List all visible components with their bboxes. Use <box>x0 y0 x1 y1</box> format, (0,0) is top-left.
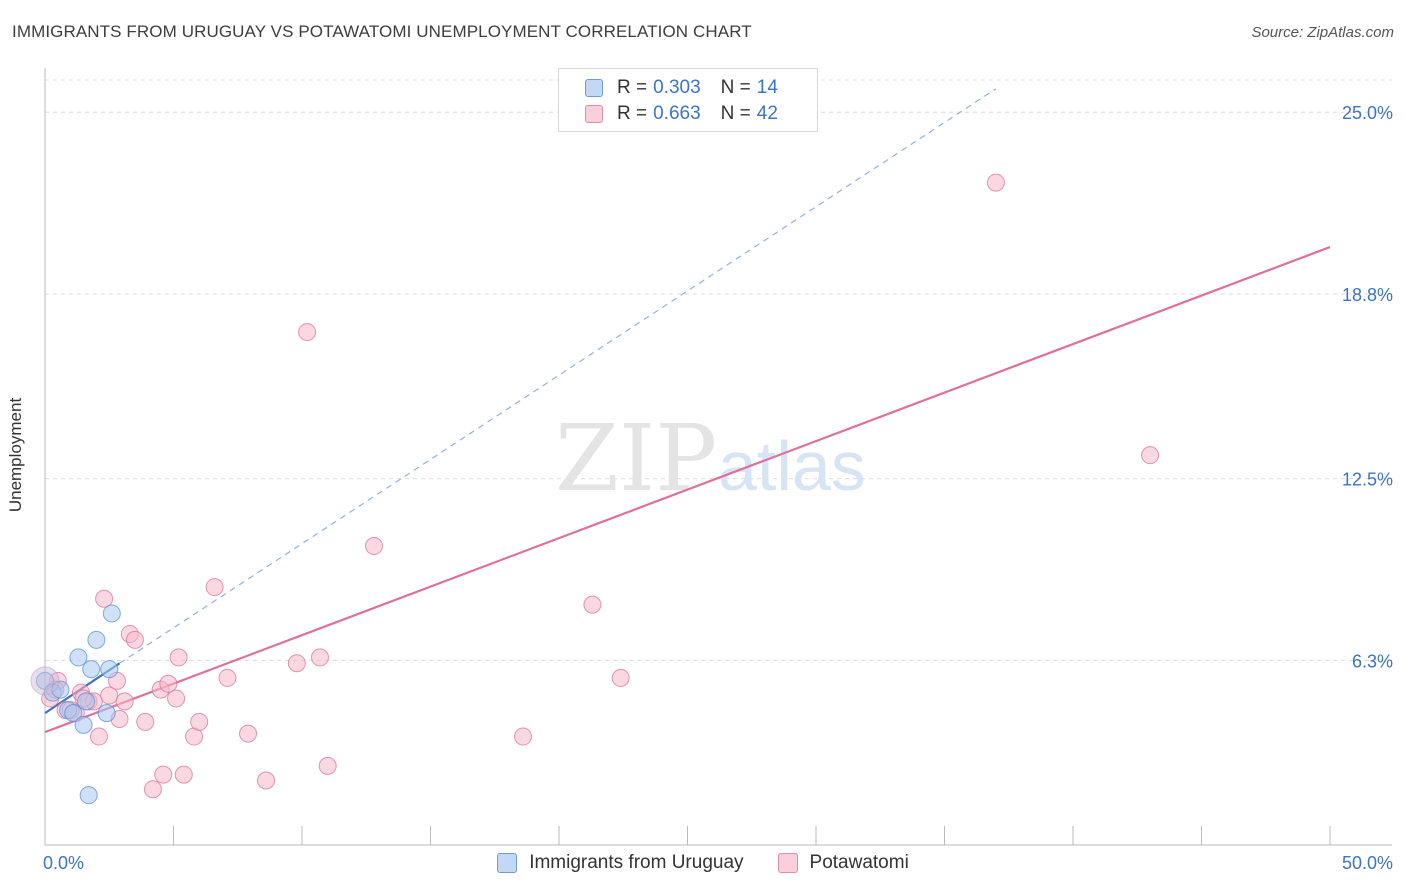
point-potawatomi <box>125 630 144 649</box>
n-label: N = <box>720 103 751 124</box>
point-potawatomi <box>287 654 306 673</box>
point-potawatomi <box>154 765 173 784</box>
legend-swatch-uruguay <box>585 79 603 97</box>
point-uruguay <box>77 692 96 711</box>
point-uruguay <box>74 715 93 734</box>
n-label: N = <box>720 77 751 98</box>
legend-swatch-uruguay <box>497 853 518 873</box>
point-potawatomi <box>169 648 188 667</box>
point-potawatomi <box>205 578 224 597</box>
point-potawatomi <box>174 765 193 784</box>
data-points <box>30 173 1160 805</box>
stats-legend: R = 0.303 N = 14 R = 0.663 N = 42 <box>558 68 818 132</box>
legend-item-uruguay[interactable]: Immigrants from Uruguay <box>497 852 744 874</box>
point-uruguay <box>64 704 83 723</box>
point-uruguay <box>69 648 88 667</box>
trend-line-uruguay-extrapolated <box>119 88 997 664</box>
point-potawatomi <box>136 712 155 731</box>
point-potawatomi <box>218 668 237 687</box>
trend-line-potawatomi <box>44 246 1331 734</box>
legend-label-potawatomi: Potawatomi <box>809 852 909 873</box>
point-potawatomi <box>159 674 178 693</box>
point-potawatomi <box>364 537 383 556</box>
y-tick-label: 25.0% <box>1342 103 1393 123</box>
axes <box>44 68 1392 846</box>
point-potawatomi <box>167 689 186 708</box>
r-label: R = <box>617 77 648 98</box>
n-value: 42 <box>756 103 778 124</box>
point-potawatomi <box>115 692 134 711</box>
legend-row-potawatomi: R = 0.663 N = 42 <box>585 102 778 126</box>
watermark-atlas: atlas <box>718 427 866 505</box>
source-label: Source: ZipAtlas.com <box>1251 24 1394 41</box>
point-uruguay <box>79 786 98 805</box>
point-uruguay <box>102 604 121 623</box>
legend-item-potawatomi[interactable]: Potawatomi <box>777 852 909 874</box>
point-potawatomi <box>257 771 276 790</box>
x-tick-label: 50.0% <box>1342 853 1393 873</box>
r-value: 0.663 <box>653 103 701 124</box>
legend-swatch-potawatomi <box>585 105 603 123</box>
watermark-zip: ZIP <box>555 405 717 512</box>
legend-row-uruguay: R = 0.303 N = 14 <box>585 76 778 100</box>
r-value: 0.303 <box>653 77 701 98</box>
point-potawatomi <box>143 780 162 799</box>
point-potawatomi <box>95 589 114 608</box>
y-tick-label: 18.8% <box>1342 285 1393 305</box>
legend-label-uruguay: Immigrants from Uruguay <box>529 852 744 873</box>
point-potawatomi <box>89 727 108 746</box>
point-uruguay <box>82 660 101 679</box>
point-potawatomi <box>583 595 602 614</box>
x-tick-label: 0.0% <box>43 853 84 873</box>
point-potawatomi <box>514 727 533 746</box>
point-uruguay <box>51 680 70 699</box>
r-label: R = <box>617 103 648 124</box>
point-uruguay <box>100 660 119 679</box>
y-tick-label: 12.5% <box>1342 470 1393 490</box>
point-uruguay <box>97 704 116 723</box>
point-potawatomi <box>1141 446 1160 465</box>
tick-labels: 6.3% 12.5% 18.8% 25.0% 0.0% 50.0% <box>43 103 1393 873</box>
watermark: ZIP atlas <box>555 405 866 512</box>
point-potawatomi <box>611 668 630 687</box>
point-potawatomi <box>318 756 337 775</box>
y-tick-label: 6.3% <box>1352 651 1393 671</box>
point-potawatomi <box>100 686 119 705</box>
series-legend: Immigrants from Uruguay Potawatomi <box>0 852 1406 874</box>
point-potawatomi <box>986 173 1005 192</box>
point-potawatomi <box>190 712 209 731</box>
legend-swatch-potawatomi <box>777 853 798 873</box>
chart-title: IMMIGRANTS FROM URUGUAY VS POTAWATOMI UN… <box>12 22 752 41</box>
point-cluster <box>30 666 60 696</box>
point-potawatomi <box>298 323 317 342</box>
grid-lines <box>45 79 1392 661</box>
point-potawatomi <box>310 648 329 667</box>
n-value: 14 <box>756 77 778 98</box>
point-potawatomi <box>239 724 258 743</box>
point-uruguay <box>87 630 106 649</box>
